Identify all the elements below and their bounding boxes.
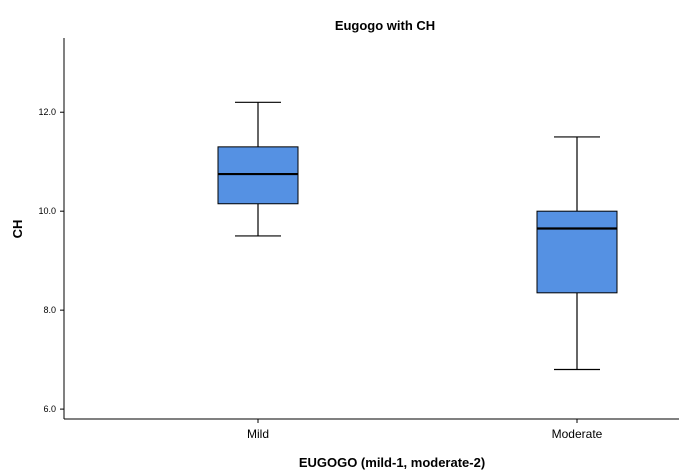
x-tick-label: Mild [247, 427, 269, 441]
iqr-box [536, 210, 618, 294]
iqr-box [217, 146, 299, 205]
y-tick-label: 10.0 [38, 206, 56, 216]
y-axis-ticks: 6.0 8.0 10.0 12.0 [38, 107, 64, 414]
chart-title: Eugogo with CH [335, 18, 435, 33]
box-mild [217, 101, 299, 237]
x-axis-ticks: Mild Moderate [247, 419, 603, 441]
y-tick-label: 8.0 [43, 305, 56, 315]
y-axis-title: CH [10, 220, 25, 239]
box-series [217, 101, 618, 371]
x-axis-title: EUGOGO (mild-1, moderate-2) [299, 455, 485, 470]
y-tick-label: 12.0 [38, 107, 56, 117]
box-moderate [536, 136, 618, 371]
x-tick-label: Moderate [552, 427, 603, 441]
y-tick-label: 6.0 [43, 404, 56, 414]
